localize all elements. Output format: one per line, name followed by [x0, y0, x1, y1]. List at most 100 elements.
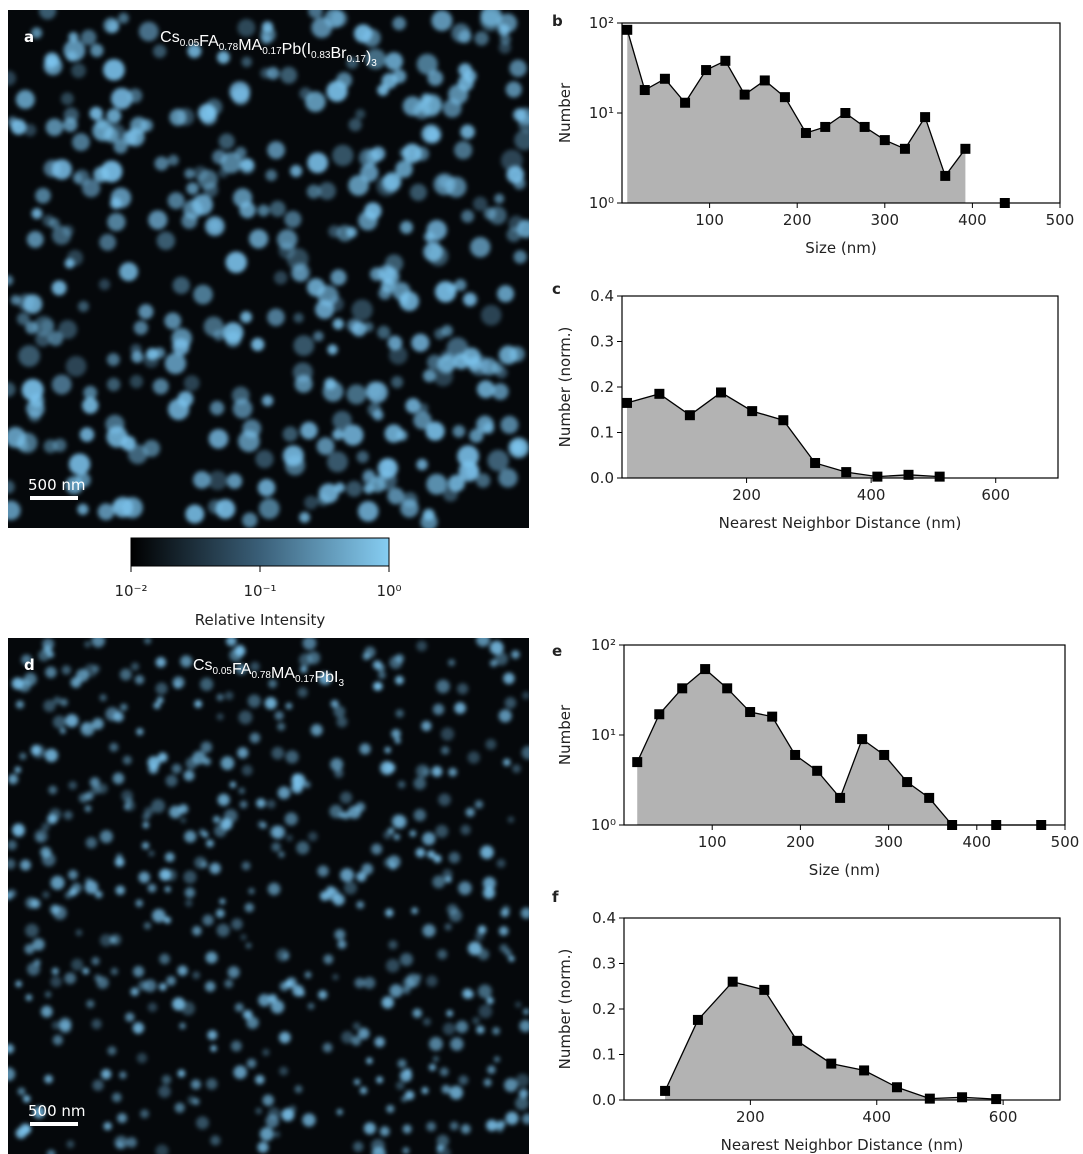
x-axis-label: Nearest Neighbor Distance (nm): [721, 1136, 964, 1154]
marker: [727, 976, 738, 987]
particle: [308, 10, 323, 19]
marker: [891, 1082, 902, 1093]
marker: [790, 749, 801, 760]
particle: [498, 926, 509, 936]
marker: [659, 73, 670, 84]
particle: [164, 852, 175, 863]
marker: [859, 1065, 870, 1076]
particle: [66, 1140, 75, 1149]
particle: [487, 1065, 496, 1074]
x-tick-label: 600: [981, 486, 1010, 504]
particle: [359, 1086, 368, 1095]
particle: [94, 974, 102, 982]
particle: [269, 200, 286, 217]
particle: [384, 52, 404, 71]
particle: [480, 845, 494, 860]
particle: [131, 351, 144, 363]
particle: [346, 384, 367, 405]
particle: [428, 1063, 436, 1071]
particle: [25, 994, 33, 1001]
particle: [154, 347, 166, 359]
particle: [486, 997, 494, 1005]
colorbar-tick-label: 10⁰: [376, 582, 401, 600]
particle: [515, 1001, 522, 1008]
particle: [90, 43, 104, 58]
particle: [118, 12, 129, 24]
marker: [621, 397, 632, 408]
particle: [172, 676, 185, 689]
particle: [265, 1114, 280, 1128]
particle: [239, 800, 248, 809]
particle: [292, 362, 313, 383]
particle: [152, 908, 166, 923]
particle: [107, 212, 126, 232]
particle: [404, 1068, 412, 1076]
particle: [431, 10, 453, 32]
particle: [409, 830, 417, 837]
particle: [219, 898, 226, 905]
x-tick-label: 100: [698, 833, 727, 851]
particle: [222, 322, 244, 344]
particle: [60, 92, 74, 106]
particle: [476, 638, 491, 647]
marker: [820, 121, 831, 132]
particle: [346, 480, 363, 497]
particle: [400, 499, 419, 518]
particle: [44, 748, 59, 763]
particle: [245, 942, 252, 949]
particle: [446, 903, 458, 915]
area-fill: [637, 669, 1042, 825]
particle: [389, 984, 403, 998]
particle: [167, 398, 190, 421]
particle: [483, 1078, 492, 1087]
particle: [21, 378, 44, 401]
particle: [280, 66, 298, 84]
particle: [142, 813, 150, 821]
particle: [365, 381, 383, 399]
particle: [94, 890, 103, 899]
y-tick-label: 10¹: [589, 104, 614, 122]
particle: [342, 811, 350, 820]
area-fill: [626, 392, 940, 478]
particle: [148, 850, 155, 857]
particle: [265, 169, 278, 182]
particle: [44, 1074, 53, 1084]
particle: [372, 409, 384, 421]
particle: [84, 880, 99, 894]
particle: [58, 319, 78, 339]
particle: [8, 1043, 15, 1054]
particle: [218, 167, 229, 178]
particle: [191, 194, 213, 216]
image-background: [8, 638, 529, 1154]
particle: [500, 415, 519, 434]
formula-part: Pb(I: [282, 41, 311, 58]
particle: [351, 299, 373, 321]
particle: [193, 471, 211, 489]
particle: [385, 908, 394, 917]
particle: [402, 986, 411, 995]
particle: [52, 1034, 63, 1046]
particle: [89, 106, 103, 121]
formula-subscript: 0.05: [180, 38, 200, 49]
particle: [20, 859, 31, 871]
particle: [351, 1035, 362, 1046]
particle: [212, 149, 227, 165]
particle: [86, 999, 95, 1009]
particle: [181, 1001, 196, 1016]
particle: [28, 409, 41, 423]
area-fill: [627, 29, 1005, 203]
particle: [505, 1111, 519, 1125]
marker: [680, 97, 691, 108]
particle: [383, 172, 402, 191]
particle: [8, 500, 21, 521]
particle: [498, 468, 518, 488]
marker: [879, 135, 890, 146]
particle: [355, 109, 366, 120]
particle: [24, 943, 35, 955]
particle: [282, 426, 298, 442]
x-tick-label: 500: [1046, 211, 1075, 229]
marker: [924, 792, 935, 803]
particle: [190, 1079, 202, 1090]
particle: [383, 858, 394, 868]
